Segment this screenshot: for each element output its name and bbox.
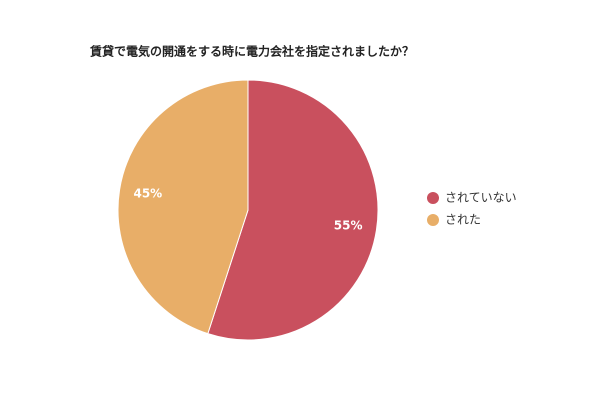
data-label: 45% [133,187,162,201]
pie-slice [207,79,379,341]
chart-title: 賃貸で電気の開通をする時に電力会社を指定されましたか？ [89,44,414,59]
legend-label: されていない [445,191,517,205]
legend-marker [427,192,439,204]
legend-label: された [445,213,481,227]
pie-slice [117,79,249,335]
data-label: 55% [334,218,363,232]
legend-marker [427,214,439,226]
